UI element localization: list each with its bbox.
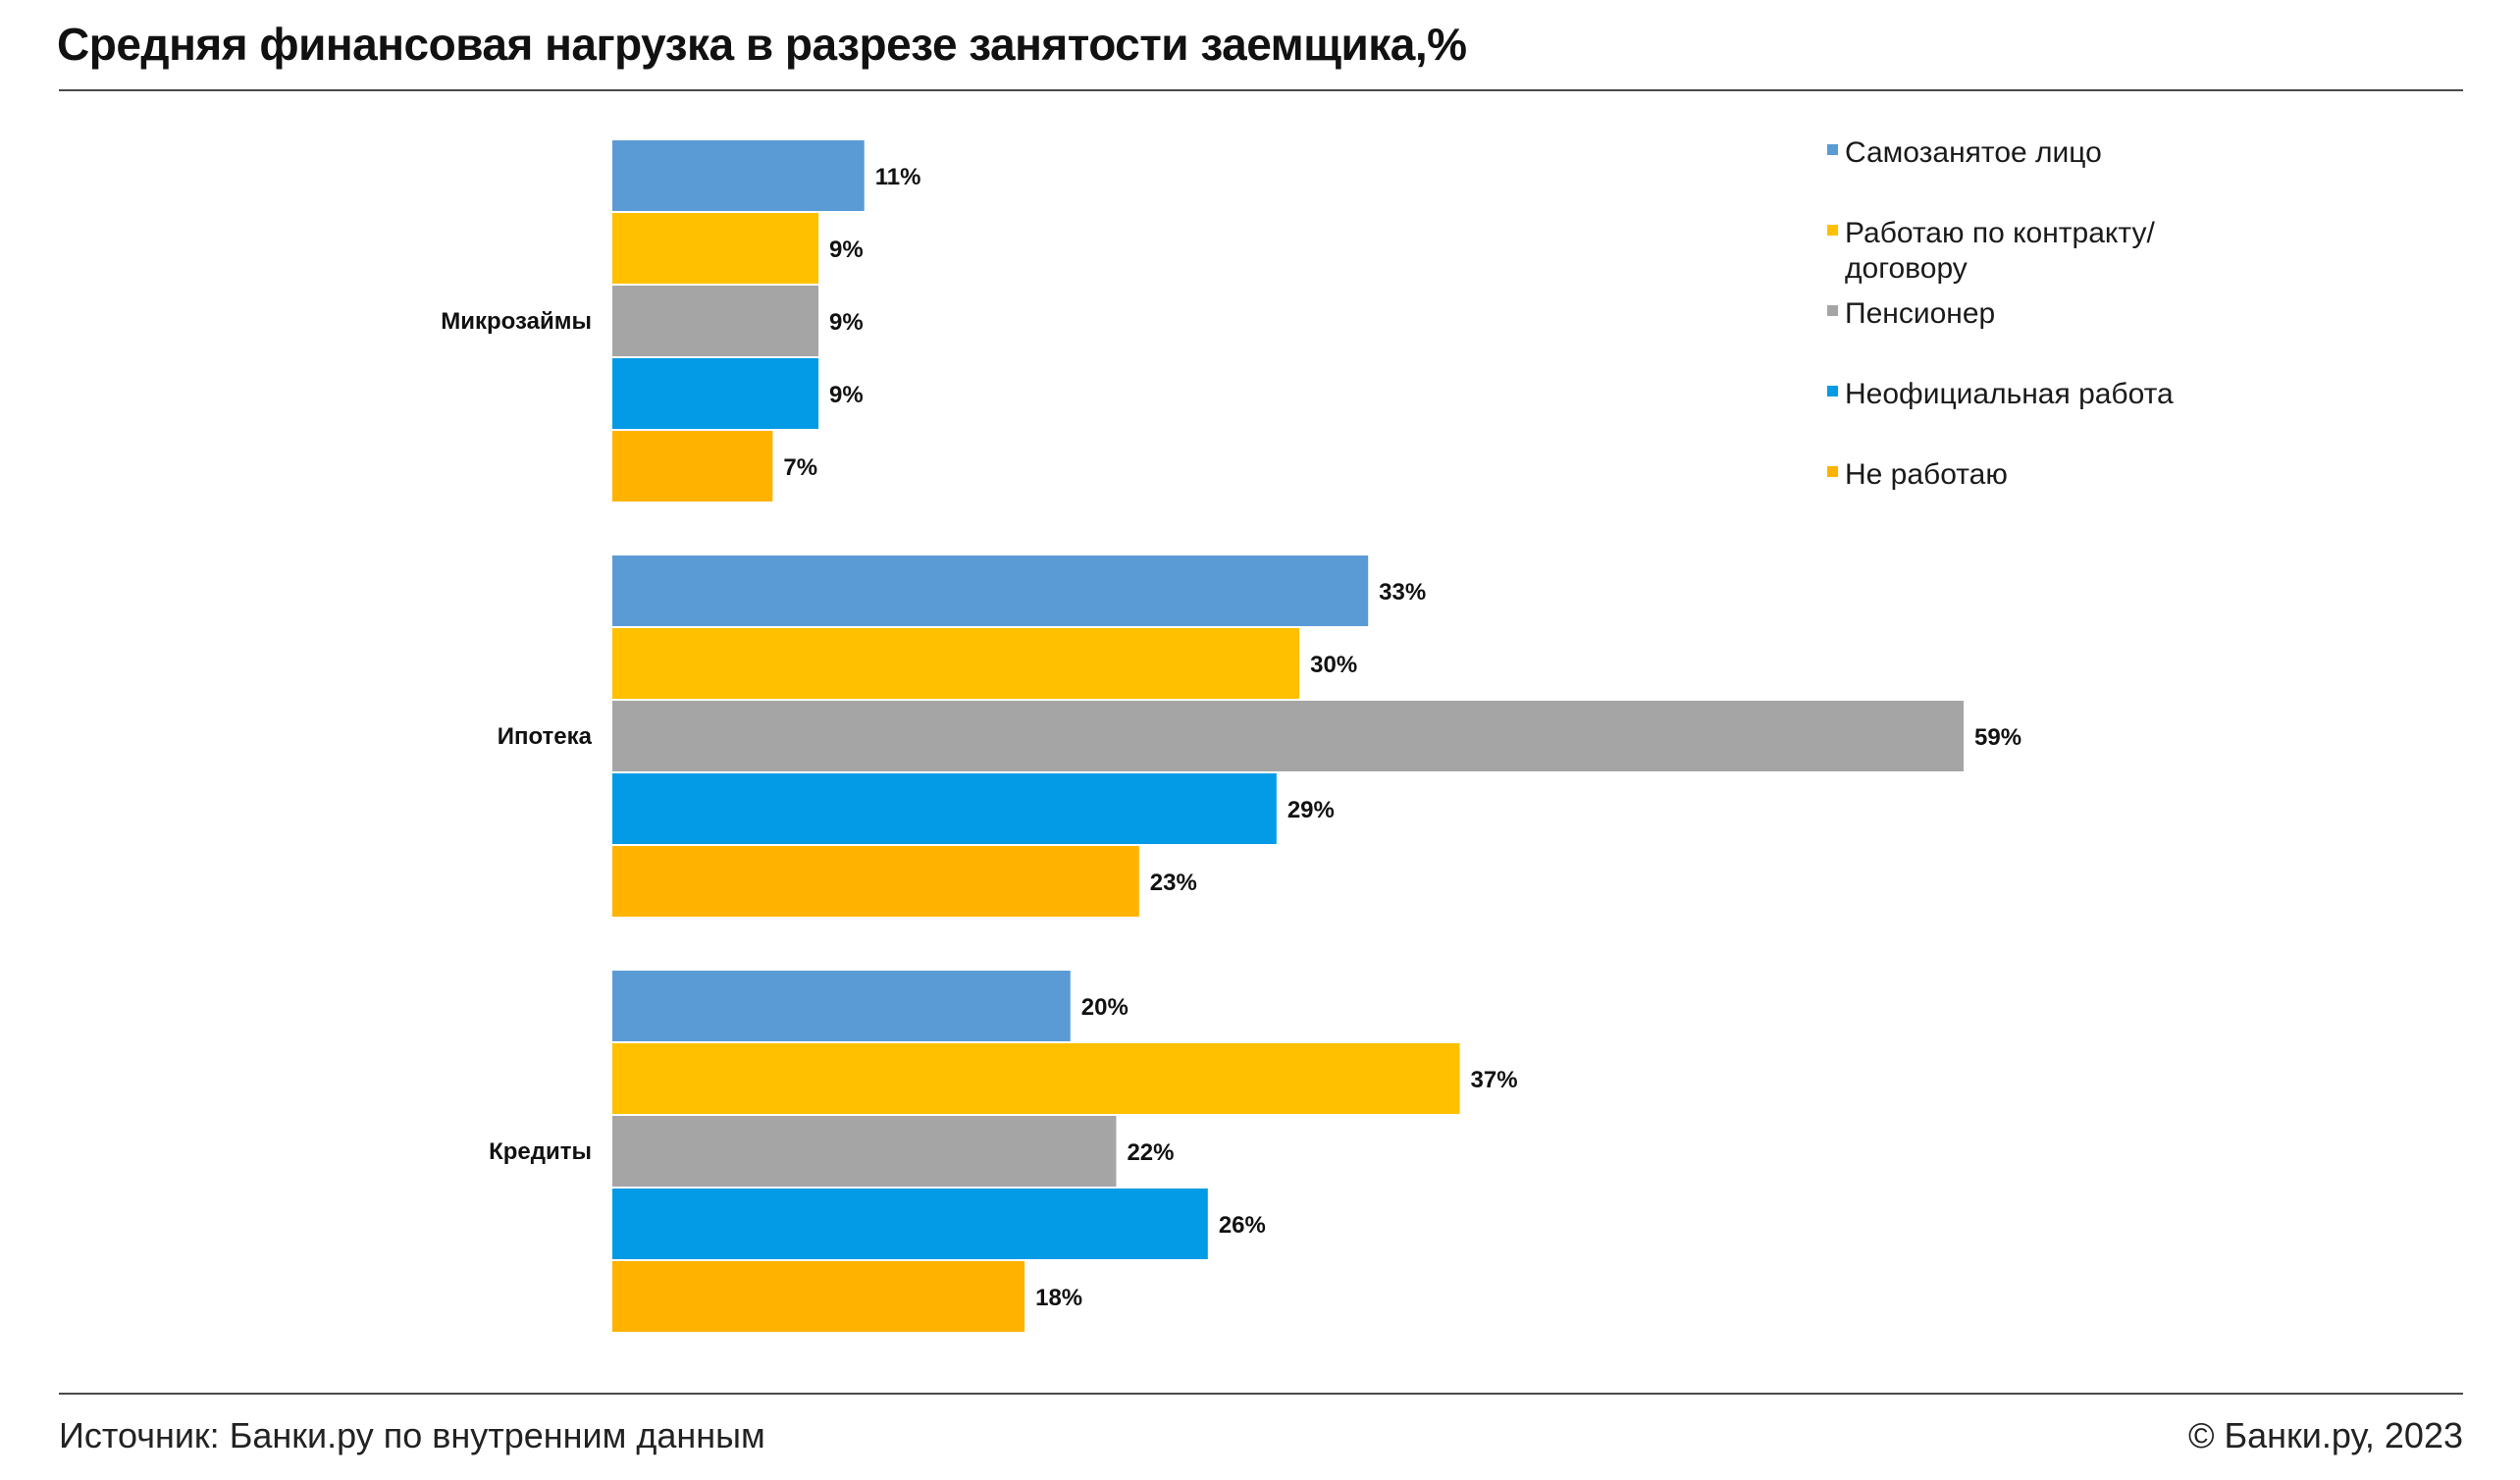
legend-swatch (1827, 466, 1838, 477)
data-label: 22% (1127, 1139, 1174, 1166)
legend-label: Неофициальная работа (1845, 378, 2174, 410)
legend-swatch (1827, 305, 1838, 316)
data-label: 7% (783, 454, 817, 481)
category-label: Ипотека (498, 723, 593, 750)
bar (612, 1043, 1460, 1114)
category-label: Кредиты (489, 1138, 592, 1165)
bar (612, 628, 1300, 699)
data-label: 9% (829, 309, 864, 336)
data-label: 11% (875, 164, 921, 190)
bar (612, 701, 1964, 771)
bar (612, 846, 1139, 917)
legend-label: Самозанятое лицо (1845, 136, 2102, 169)
data-label: 23% (1150, 870, 1197, 896)
data-label: 33% (1379, 579, 1426, 606)
legend-swatch (1827, 386, 1838, 396)
bar (612, 971, 1071, 1041)
data-label: 59% (1974, 724, 2021, 751)
legend-swatch (1827, 225, 1838, 236)
bar (612, 1116, 1117, 1187)
footer-source: Источник: Банки.ру по внутренним данным (59, 1415, 765, 1455)
bar (612, 286, 819, 356)
bar (612, 555, 1369, 626)
bar (612, 1261, 1025, 1332)
legend-label: Пенсионер (1845, 297, 1996, 330)
top-divider (59, 89, 2463, 91)
bar (612, 1189, 1208, 1259)
chart-title: Средняя финансовая нагрузка в разрезе за… (57, 19, 1467, 70)
bar (612, 431, 773, 502)
legend-swatch (1827, 144, 1838, 155)
legend-label: Работаю по контракту/договору (1845, 217, 2155, 285)
bar (612, 773, 1277, 844)
bottom-divider (59, 1393, 2463, 1395)
category-label: Микрозаймы (441, 308, 592, 335)
bar (612, 213, 819, 284)
data-label: 29% (1287, 797, 1335, 823)
bar (612, 140, 865, 211)
bar (612, 358, 819, 429)
data-label: 20% (1081, 994, 1129, 1021)
legend-label: Не работаю (1845, 458, 2008, 491)
data-label: 26% (1219, 1212, 1266, 1239)
data-label: 18% (1035, 1285, 1082, 1311)
data-label: 37% (1471, 1067, 1518, 1093)
data-label: 9% (829, 382, 864, 408)
footer-copyright: © Банки.ру, 2023 (2187, 1415, 2463, 1455)
data-label: 9% (829, 237, 864, 263)
bar-chart: Микрозаймы 11% 9% 9% 9% 7% Ипотека 33% 30% 59% 29%… (441, 140, 2021, 1332)
data-label: 30% (1310, 652, 1357, 678)
